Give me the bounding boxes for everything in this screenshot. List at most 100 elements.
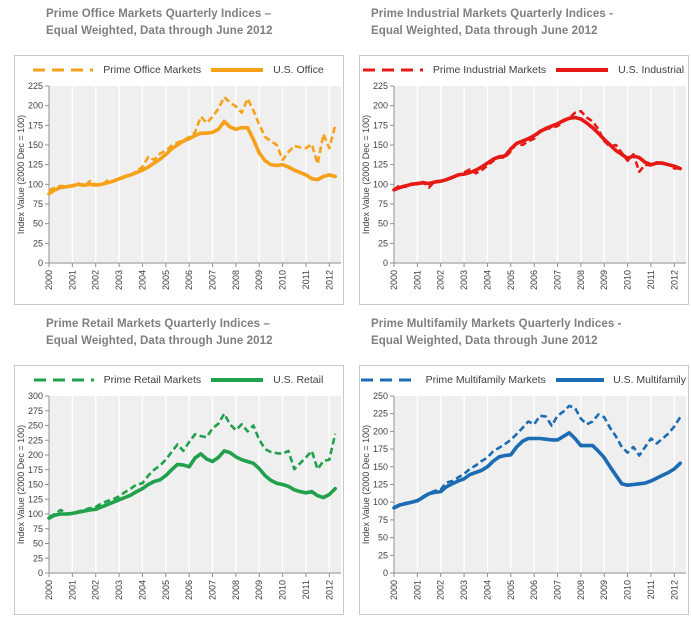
plot-area-office: 0 25 50 75 100 125 150 175 200 225 2000 2001 2002 200…: [16, 82, 341, 290]
svg-text:0: 0: [38, 258, 43, 268]
chart-title-line1: Prime Industrial Markets Quarterly Indic…: [371, 8, 614, 20]
legend-office: Prime Office Markets U.S. Office: [15, 61, 343, 79]
svg-text:2005: 2005: [506, 270, 516, 290]
chart-title-line1: Prime Retail Markets Quarterly Indices –: [46, 318, 270, 330]
svg-text:2007: 2007: [553, 270, 563, 290]
svg-text:Index Value (2000 Dec = 100): Index Value (2000 Dec = 100): [16, 425, 26, 544]
svg-text:0: 0: [383, 258, 388, 268]
chart-title-line2: Equal Weighted, Data through June 2012: [46, 334, 273, 347]
svg-text:25: 25: [33, 238, 43, 248]
dashed-line-legend-icon: [33, 378, 94, 382]
svg-text:75: 75: [378, 515, 388, 525]
svg-text:2000: 2000: [44, 580, 54, 600]
svg-text:50: 50: [378, 533, 388, 543]
svg-text:50: 50: [33, 219, 43, 229]
svg-text:225: 225: [373, 82, 388, 91]
svg-text:2010: 2010: [278, 580, 288, 600]
chart-title-line1: Prime Multifamily Markets Quarterly Indi…: [371, 318, 622, 330]
svg-text:225: 225: [28, 82, 43, 91]
svg-text:2006: 2006: [184, 270, 194, 290]
svg-text:175: 175: [28, 465, 43, 475]
svg-text:2012: 2012: [324, 270, 334, 290]
chart-title-line1: Prime Office Markets Quarterly Indices –: [46, 8, 272, 20]
svg-text:2012: 2012: [669, 580, 679, 600]
svg-text:225: 225: [373, 409, 388, 419]
legend-industrial: Prime Industrial Markets U.S. Industrial: [360, 61, 688, 79]
svg-text:150: 150: [28, 480, 43, 490]
svg-text:2008: 2008: [231, 270, 241, 290]
legend-multifamily: Prime Multifamily Markets U.S. Multifami…: [360, 371, 688, 389]
svg-text:50: 50: [378, 219, 388, 229]
svg-text:225: 225: [28, 435, 43, 445]
svg-text:2003: 2003: [459, 580, 469, 600]
svg-text:2001: 2001: [412, 580, 422, 600]
dashed-line-legend-icon: [361, 378, 417, 382]
svg-text:2012: 2012: [324, 580, 334, 600]
svg-text:2002: 2002: [91, 270, 101, 290]
solid-line-legend-icon: [211, 68, 264, 72]
plot-area-retail: 0 25 50 75 100 125 150 175 200 225 250 275 300 2000 20…: [16, 392, 341, 600]
svg-text:2008: 2008: [576, 580, 586, 600]
legend-label-us: U.S. Retail: [273, 374, 324, 386]
chart-title-line2: Equal Weighted, Data through June 2012: [46, 24, 273, 37]
svg-text:25: 25: [33, 553, 43, 563]
svg-text:175: 175: [28, 120, 43, 130]
svg-text:200: 200: [373, 101, 388, 111]
svg-text:2007: 2007: [208, 580, 218, 600]
plot-area-industrial: 0 25 50 75 100 125 150 175 200 225 2000 2001 2002 200…: [361, 82, 686, 290]
svg-text:2001: 2001: [412, 270, 422, 290]
svg-text:200: 200: [28, 450, 43, 460]
svg-text:50: 50: [33, 539, 43, 549]
chart-box-retail: Prime Retail Markets U.S. Retail 0 25 50 75…: [14, 365, 344, 615]
svg-text:2010: 2010: [623, 270, 633, 290]
dashed-line-legend-icon: [362, 68, 423, 72]
svg-text:2009: 2009: [254, 580, 264, 600]
svg-text:2002: 2002: [436, 580, 446, 600]
svg-text:2010: 2010: [623, 580, 633, 600]
solid-line-legend-icon: [211, 378, 264, 382]
svg-text:2011: 2011: [301, 270, 311, 289]
svg-text:2012: 2012: [669, 270, 679, 290]
svg-text:200: 200: [28, 101, 43, 111]
svg-text:125: 125: [28, 494, 43, 504]
svg-text:2000: 2000: [44, 270, 54, 290]
svg-text:2011: 2011: [646, 270, 656, 289]
chart-box-office: Prime Office Markets U.S. Office 0 25 50 75…: [14, 55, 344, 305]
svg-text:125: 125: [373, 480, 388, 490]
solid-line-legend-icon: [556, 68, 609, 72]
svg-text:75: 75: [378, 199, 388, 209]
svg-text:2001: 2001: [67, 270, 77, 290]
svg-text:25: 25: [378, 238, 388, 248]
svg-text:125: 125: [28, 160, 43, 170]
svg-text:2003: 2003: [114, 270, 124, 290]
svg-text:175: 175: [373, 444, 388, 454]
chart-title-office: Prime Office Markets Quarterly Indices –…: [46, 6, 273, 39]
legend-label-prime: Prime Industrial Markets: [432, 64, 547, 76]
svg-text:Index Value (2000 Dec = 100): Index Value (2000 Dec = 100): [361, 425, 371, 544]
svg-text:150: 150: [373, 140, 388, 150]
svg-text:2009: 2009: [599, 580, 609, 600]
svg-text:Index Value (2000 Dec = 100): Index Value (2000 Dec = 100): [361, 115, 371, 234]
chart-title-line2: Equal Weighted, Data through June 2012: [371, 24, 598, 37]
legend-label-prime: Prime Retail Markets: [103, 374, 202, 386]
svg-text:250: 250: [373, 392, 388, 401]
dashed-line-legend-icon: [33, 68, 94, 72]
svg-text:100: 100: [28, 179, 43, 189]
legend-label-prime: Prime Multifamily Markets: [425, 374, 546, 386]
svg-text:2008: 2008: [231, 580, 241, 600]
svg-text:25: 25: [378, 550, 388, 560]
chart-title-retail: Prime Retail Markets Quarterly Indices –…: [46, 316, 273, 349]
svg-text:2005: 2005: [161, 580, 171, 600]
solid-line-legend-icon: [555, 378, 605, 382]
svg-text:2006: 2006: [184, 580, 194, 600]
svg-text:125: 125: [373, 160, 388, 170]
chart-title-multifamily: Prime Multifamily Markets Quarterly Indi…: [371, 316, 622, 349]
chart-panel-multifamily: Prime Multifamily Markets Quarterly Indi…: [345, 310, 690, 619]
svg-text:2006: 2006: [529, 580, 539, 600]
svg-text:2004: 2004: [137, 580, 147, 600]
legend-label-prime: Prime Office Markets: [103, 64, 202, 76]
svg-text:0: 0: [38, 568, 43, 578]
svg-text:2003: 2003: [114, 580, 124, 600]
svg-text:2007: 2007: [553, 580, 563, 600]
